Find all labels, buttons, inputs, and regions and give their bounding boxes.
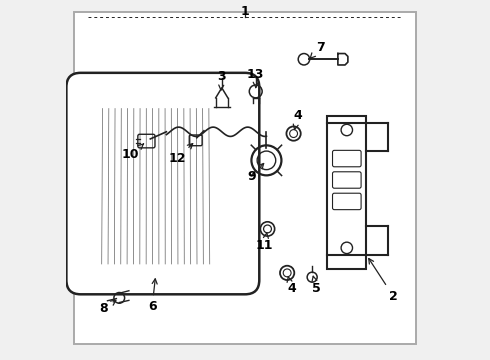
FancyBboxPatch shape xyxy=(138,134,155,148)
Text: 7: 7 xyxy=(310,41,324,58)
Text: 11: 11 xyxy=(256,233,273,252)
Text: 9: 9 xyxy=(248,163,264,183)
Circle shape xyxy=(264,225,271,233)
FancyBboxPatch shape xyxy=(189,135,202,146)
FancyBboxPatch shape xyxy=(66,73,259,294)
FancyBboxPatch shape xyxy=(333,172,361,188)
Text: 4: 4 xyxy=(294,109,302,130)
Text: 4: 4 xyxy=(287,276,296,296)
Text: 10: 10 xyxy=(122,144,144,162)
Bar xyxy=(327,116,367,269)
FancyBboxPatch shape xyxy=(333,193,361,210)
Text: 8: 8 xyxy=(99,300,116,315)
Text: 3: 3 xyxy=(218,70,226,90)
Text: 13: 13 xyxy=(247,68,265,87)
Text: 12: 12 xyxy=(169,144,193,165)
Text: 6: 6 xyxy=(148,279,157,313)
Text: 5: 5 xyxy=(312,276,321,296)
FancyBboxPatch shape xyxy=(333,150,361,167)
Text: 1: 1 xyxy=(241,5,249,18)
Text: 2: 2 xyxy=(369,258,397,303)
